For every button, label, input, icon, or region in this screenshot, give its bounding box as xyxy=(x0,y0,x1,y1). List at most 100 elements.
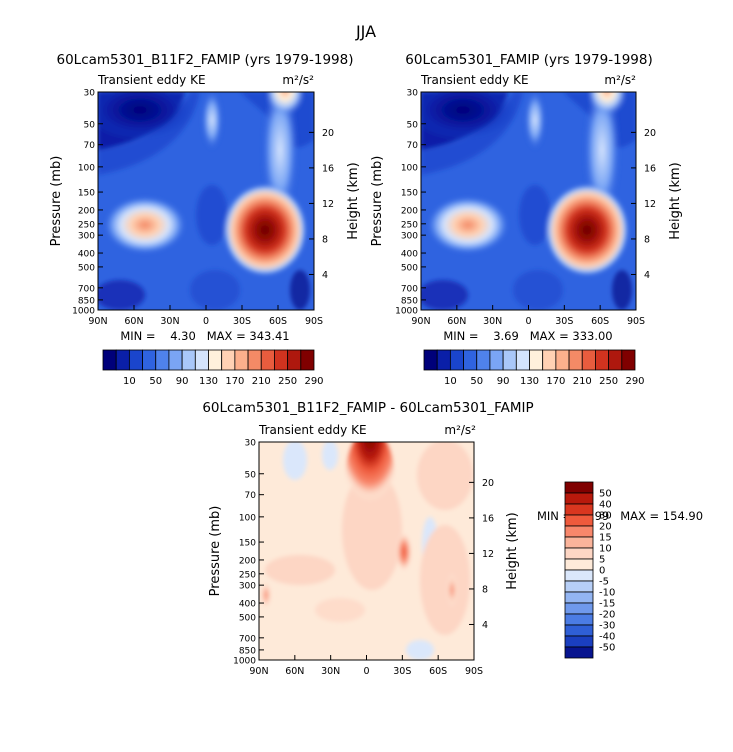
panel-c-colorbar-swatch xyxy=(564,558,594,571)
panel-a-ytick-label: 100 xyxy=(78,163,95,173)
panel-c-colorbar-label: 50 xyxy=(599,489,612,500)
panel-c-colorbar-swatch xyxy=(564,613,594,626)
panel-b-ytick-label: 850 xyxy=(401,296,418,306)
page-title: JJA xyxy=(355,22,376,41)
panel-c-colorbar-label: -20 xyxy=(599,610,615,621)
panel-c-xtick-label: 60S xyxy=(429,666,447,677)
panel-c-ytick-label: 70 xyxy=(245,491,257,501)
panel-a-height-tick-label: 4 xyxy=(322,270,328,281)
panel-a-ytick-label: 400 xyxy=(78,250,95,260)
panel-a-colorbar-label: 90 xyxy=(176,376,189,387)
panel-a-colorbar-swatch xyxy=(287,349,302,371)
panel-b-colorbar-label: 170 xyxy=(546,376,565,387)
panel-b-colorbar-label: 50 xyxy=(470,376,483,387)
panel-a-colorbar-swatch xyxy=(274,349,289,371)
panel-c-ytick-label: 100 xyxy=(239,513,256,523)
panel-a-colorbar-label: 170 xyxy=(225,376,244,387)
panel-b-colorbar-swatch xyxy=(515,349,530,371)
panel-c-colorbar-swatch xyxy=(564,503,594,516)
panel-a-colorbar-swatch xyxy=(181,349,196,371)
panel-a-ytick-label: 30 xyxy=(84,89,96,99)
panel-a-ylabel-right: Height (km) xyxy=(346,162,361,239)
panel-c-minmax: MIN = -5.99 MAX = 154.90 xyxy=(537,509,703,523)
panel-c-colorbar-swatch xyxy=(564,591,594,604)
panel-b-title: 60Lcam5301_FAMIP (yrs 1979-1998) xyxy=(405,52,652,68)
panel-b-xtick-label: 60N xyxy=(447,316,466,327)
panel-c-axes: 305070100150200250300400500700850100090N… xyxy=(233,439,494,678)
panel-c-xtick-label: 90N xyxy=(249,666,268,677)
panel-b-colorbar-swatch xyxy=(542,349,557,371)
panel-b-ytick-label: 100 xyxy=(401,163,418,173)
panel-c-colorbar-label: 5 xyxy=(599,555,605,566)
panel-c-colorbar-label: -50 xyxy=(599,643,615,654)
panel-c-xtick-label: 0 xyxy=(363,666,369,677)
panel-c-colorbar-swatch xyxy=(564,536,594,549)
panel-b-colorbar-swatch xyxy=(529,349,544,371)
panel-c-colorbar-label: -30 xyxy=(599,621,615,632)
panel-b-ytick-label: 30 xyxy=(407,89,419,99)
panel-b-xtick-label: 90N xyxy=(411,316,430,327)
panel-c-height-tick-label: 16 xyxy=(482,513,494,524)
panel-c-colorbar-swatch xyxy=(564,624,594,637)
panel-c-height-tick-label: 20 xyxy=(482,478,494,489)
panel-b-colorbar-swatch xyxy=(423,349,438,371)
panel-c-xtick-label: 60N xyxy=(285,666,304,677)
panel-c-ytick-label: 500 xyxy=(239,613,256,623)
panel-b-ytick-label: 300 xyxy=(401,232,418,242)
panel-a-height-tick-label: 20 xyxy=(322,128,334,139)
panel-a-colorbar-label: 210 xyxy=(252,376,271,387)
panel-b-ytick-label: 70 xyxy=(407,141,419,151)
panel-b-colorbar-swatch xyxy=(555,349,570,371)
panel-a-colorbar-swatch xyxy=(142,349,157,371)
panel-a-colorbar-label: 10 xyxy=(123,376,136,387)
panel-b-ylabel-right: Height (km) xyxy=(668,162,683,239)
panel-c-colorbar-swatch xyxy=(564,635,594,648)
panel-a-xtick-label: 90S xyxy=(305,316,323,327)
panel-a-colorbar-swatch xyxy=(115,349,130,371)
panel-b-colorbar-swatch xyxy=(449,349,464,371)
panel-c-colorbar-swatch xyxy=(564,646,594,659)
panel-b-height-tick-label: 4 xyxy=(644,270,650,281)
panel-c-colorbar-swatch xyxy=(564,569,594,582)
panel-b-colorbar: 10 50 90 130 170 210 250 290 xyxy=(423,349,645,387)
panel-c-colorbar-label: 20 xyxy=(599,522,612,533)
panel-c-colorbar-swatch xyxy=(564,492,594,505)
panel-c-colorbar-swatch xyxy=(564,580,594,593)
panel-b: 60Lcam5301_FAMIP (yrs 1979-1998) Transie… xyxy=(370,52,683,387)
panel-a-colorbar-swatch xyxy=(208,349,223,371)
panel-a-ytick-label: 850 xyxy=(78,296,95,306)
panel-c-subtitle: Transient eddy KE xyxy=(258,423,367,437)
panel-b-axes: 305070100150200250300400500700850100090N… xyxy=(395,89,656,328)
panel-c-ylabel: Pressure (mb) xyxy=(208,506,223,597)
panel-c-xtick-label: 90S xyxy=(465,666,483,677)
panel-c-field xyxy=(259,442,474,660)
panel-a-field xyxy=(98,92,314,310)
panel-c: 60Lcam5301_B11F2_FAMIP - 60Lcam5301_FAMI… xyxy=(202,400,703,677)
panel-c-colorbar-label: 10 xyxy=(599,544,612,555)
panel-b-colorbar-swatch xyxy=(476,349,491,371)
panel-b-colorbar-swatch xyxy=(502,349,517,371)
panel-a-xtick-label: 90N xyxy=(88,316,107,327)
panel-c-title: 60Lcam5301_B11F2_FAMIP - 60Lcam5301_FAMI… xyxy=(202,400,533,416)
panel-b-colorbar-swatch xyxy=(489,349,504,371)
panel-a-colorbar-swatch xyxy=(300,349,315,371)
panel-a-ytick-label: 200 xyxy=(78,206,95,216)
panel-b-ytick-label: 700 xyxy=(401,284,418,294)
panel-b-ytick-label: 250 xyxy=(401,220,418,230)
panel-a-xtick-label: 60N xyxy=(124,316,143,327)
panel-c-ytick-label: 200 xyxy=(239,556,256,566)
panel-b-minmax: MIN = 3.69 MAX = 333.00 xyxy=(443,329,612,343)
panel-a-title: 60Lcam5301_B11F2_FAMIP (yrs 1979-1998) xyxy=(57,52,354,68)
panel-b-ytick-label: 1000 xyxy=(395,307,418,317)
panel-a-ytick-label: 50 xyxy=(84,120,96,130)
panel-b-xtick-label: 60S xyxy=(591,316,609,327)
panel-a-height-tick-label: 12 xyxy=(322,199,334,210)
panel-c-colorbar-label: -10 xyxy=(599,588,615,599)
panel-b-xtick-label: 90S xyxy=(627,316,645,327)
panel-c-height-tick-label: 8 xyxy=(482,584,488,595)
panel-b-ytick-label: 150 xyxy=(401,189,418,199)
panel-a-colorbar-swatch xyxy=(102,349,117,371)
panel-a-units: m²/s² xyxy=(282,73,314,87)
